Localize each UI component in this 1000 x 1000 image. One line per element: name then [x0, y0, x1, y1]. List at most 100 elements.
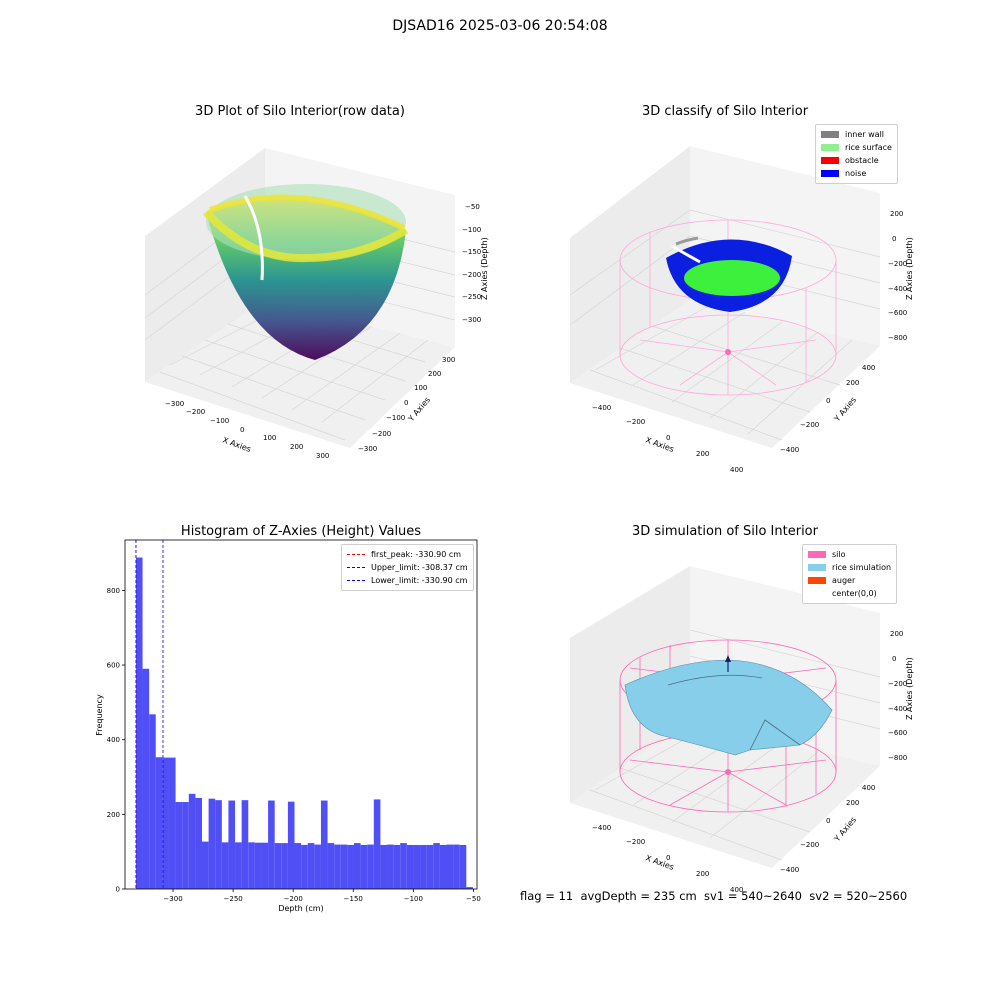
legend-entry: inner wall: [821, 128, 892, 141]
plot1-xtick: −200: [186, 408, 205, 416]
histogram-bar: [360, 844, 368, 889]
figure-title: DJSAD16 2025-03-06 20:54:08: [392, 18, 608, 34]
histogram-bar: [287, 801, 295, 889]
histogram-ytick-label: 200: [107, 811, 120, 819]
legend-swatch: [821, 131, 839, 138]
histogram-bar: [373, 799, 381, 889]
histogram-bar: [142, 668, 150, 889]
histogram-bar: [235, 842, 242, 889]
histogram-bar: [168, 757, 176, 889]
legend-swatch: [808, 577, 826, 584]
plot4-ytick: −200: [800, 841, 819, 849]
plot4-ztick: 0: [892, 655, 896, 663]
plot1-ytick: 100: [414, 384, 427, 392]
plot4-y-ticks: −400 −200 0 200 400: [780, 784, 875, 874]
legend-line: [347, 567, 365, 568]
plot4-xtick: −200: [626, 838, 645, 846]
plot2-title: 3D classify of Silo Interior: [641, 104, 809, 119]
histogram-bar: [439, 844, 447, 889]
histogram-bar: [380, 844, 388, 889]
legend-label: rice surface: [845, 143, 892, 152]
legend-line: [347, 580, 365, 581]
plot4-ytick: −400: [780, 866, 799, 874]
histogram-bar: [195, 797, 203, 889]
histogram-bar: [149, 714, 156, 889]
legend-swatch: [808, 551, 826, 558]
plot4-xtick: 0: [666, 854, 670, 862]
plot3-histogram: −300 −250 −200 −150 −100 −50 0 200 400 600 800 De…: [95, 539, 481, 913]
plot2-ztick: 200: [890, 210, 903, 218]
histogram-xtick-label: −50: [466, 895, 481, 903]
plot4-panes: [570, 566, 880, 868]
histogram-bar: [228, 800, 236, 889]
histogram-ylabel: Frequency: [95, 694, 104, 736]
plot2-xtick: 400: [730, 466, 743, 474]
plot1-xtick: −100: [210, 417, 229, 425]
plot1-raw-3d: −300 −200 −100 0 100 200 300 X Axies −30…: [144, 148, 489, 460]
plot4-ztick: −400: [888, 705, 907, 713]
plot4-xtick: −400: [592, 824, 611, 832]
histogram-bar: [268, 800, 275, 889]
histogram-bar: [182, 802, 189, 889]
histogram-bar: [281, 843, 288, 889]
histogram-xtick-label: −150: [344, 895, 363, 903]
plot4-zlabel: Z Axies (Depth): [905, 657, 914, 720]
plot2-ztick: −200: [888, 260, 907, 268]
histogram-vlines: [135, 540, 164, 889]
plot2-ztick: −600: [888, 309, 907, 317]
plot1-z-ticks: −50 −100 −150 −200 −250 −300: [462, 203, 481, 324]
histogram-bar: [208, 798, 216, 889]
plot4-ztick: −200: [888, 680, 907, 688]
plot4-title: 3D simulation of Silo Interior: [632, 524, 818, 539]
plot4-rice-surface: [624, 659, 833, 756]
histogram-bar: [420, 844, 427, 889]
legend-label: noise: [845, 169, 867, 178]
legend-entry: rice simulation: [808, 561, 891, 574]
histogram-bar: [307, 843, 315, 889]
plot2-xtick: −400: [592, 404, 611, 412]
histogram-bar: [175, 802, 183, 889]
plot2-legend: inner wall rice surface obstacle noise: [815, 124, 898, 184]
plot1-ztick: −300: [462, 316, 481, 324]
plot1-xtick: −300: [165, 400, 184, 408]
plot4-ylabel: Y Axies: [832, 815, 858, 844]
legend-swatch: [821, 170, 839, 177]
legend-label: Lower_limit: -330.90 cm: [371, 576, 468, 585]
legend-entry: noise: [821, 167, 892, 180]
plot1-ytick: 0: [404, 399, 408, 407]
legend-entry: center(0,0): [808, 587, 891, 600]
histogram-ytick-label: 0: [116, 886, 120, 894]
histogram-ytick-label: 800: [107, 587, 120, 595]
histogram-bars: [135, 557, 473, 889]
histogram-bar: [426, 844, 434, 889]
legend-label: auger: [832, 576, 856, 585]
legend-swatch: [808, 564, 826, 571]
histogram-bar: [215, 800, 222, 889]
plot2-zlabel: Z Axies (Depth): [905, 237, 914, 300]
plot2-xtick: 0: [666, 434, 670, 442]
legend-entry: first_peak: -330.90 cm: [347, 548, 468, 561]
plot2-z-ticks: 200 0 −200 −400 −600 −800: [888, 210, 907, 342]
histogram-bar: [135, 557, 143, 889]
histogram-ytick-label: 400: [107, 736, 120, 744]
plot2-xlabel: X Axies: [644, 435, 675, 454]
histogram-bar: [393, 844, 401, 889]
legend-label: first_peak: -330.90 cm: [371, 550, 462, 559]
histogram-xtick-label: −100: [404, 895, 423, 903]
plot1-x-ticks: −300 −200 −100 0 100 200 300: [165, 400, 329, 460]
legend-label: Upper_limit: -308.37 cm: [371, 563, 468, 572]
histogram-bar: [327, 843, 335, 889]
histogram-bar: [221, 842, 229, 889]
plot1-ytick: −300: [358, 445, 377, 453]
histogram-bar: [188, 793, 196, 889]
histogram-bar: [261, 842, 269, 889]
plot2-xtick: −200: [626, 418, 645, 426]
histogram-bar: [353, 843, 361, 889]
plot1-y-ticks: −300 −200 −100 0 100 200 300: [358, 356, 455, 453]
plot2-classify-3d: −400 −200 0 200 400 X Axies −400 −200 0 …: [569, 146, 914, 474]
legend-label: obstacle: [845, 156, 879, 165]
histogram-bar: [433, 843, 440, 889]
plot4-xtick: 400: [730, 886, 743, 894]
plot4-z-ticks: 200 0 −200 −400 −600 −800: [888, 630, 907, 762]
plot2-ztick: −400: [888, 285, 907, 293]
